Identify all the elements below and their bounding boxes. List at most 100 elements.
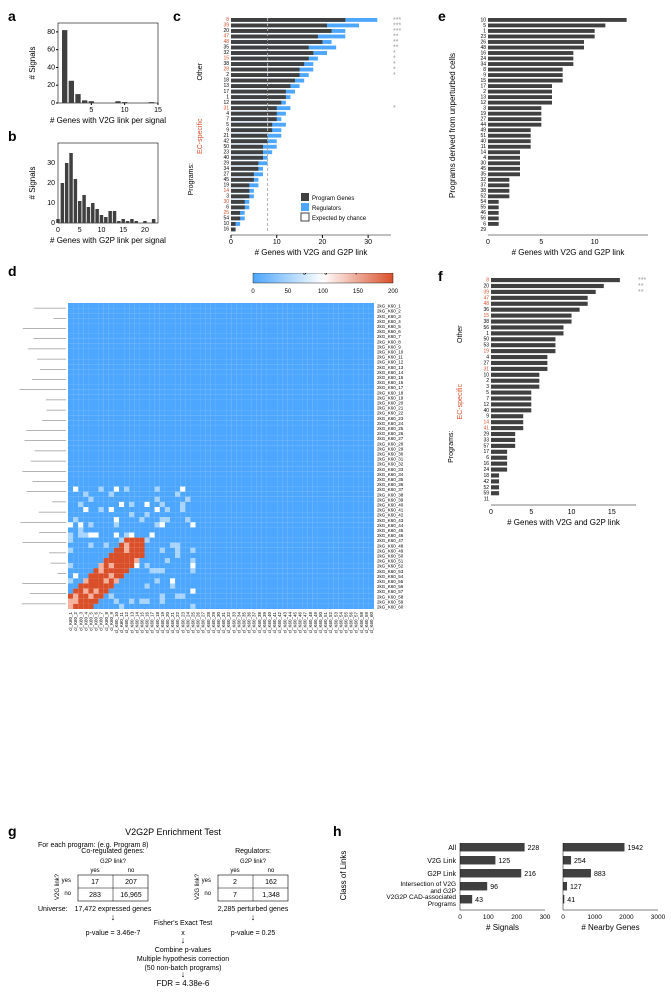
svg-text:↓: ↓: [111, 912, 116, 922]
svg-text:0: 0: [251, 289, 255, 295]
svg-text:Fisher's Exact Test: Fisher's Exact Test: [154, 920, 212, 927]
svg-text:yes: yes: [202, 878, 211, 884]
svg-text:20: 20: [141, 227, 149, 234]
svg-text:**: **: [638, 289, 644, 296]
svg-text:96: 96: [490, 884, 498, 891]
svg-text:G2P link?: G2P link?: [240, 859, 267, 865]
svg-text:41: 41: [567, 897, 575, 904]
svg-text:100: 100: [318, 289, 329, 295]
panel-c-label: c: [173, 8, 181, 24]
svg-text:16,965: 16,965: [120, 892, 142, 899]
svg-text:16: 16: [223, 227, 229, 233]
panel-g: g V2G2P Enrichment TestFor each program:…: [8, 823, 318, 990]
svg-text:5: 5: [539, 239, 543, 246]
svg-text:0: 0: [229, 239, 233, 246]
svg-text:# Genes with V2G link per sign: # Genes with V2G link per signal: [50, 116, 166, 125]
svg-text:p-value = 0.25: p-value = 0.25: [231, 930, 276, 937]
svg-text:Other: Other: [197, 62, 204, 80]
panel-e: e 10512326481624348915172131231927444951…: [438, 8, 668, 263]
svg-text:17: 17: [91, 879, 99, 886]
panel-a-label: a: [8, 8, 16, 24]
svg-text:2kG_K60_60: 2kG_K60_60: [377, 604, 404, 609]
svg-text:228: 228: [528, 845, 540, 852]
svg-text:yes: yes: [230, 868, 239, 874]
svg-text:↓: ↓: [181, 935, 186, 945]
svg-text:Combine p-values: Combine p-values: [155, 947, 212, 954]
svg-text:no: no: [204, 891, 211, 897]
svg-text:10: 10: [98, 227, 106, 234]
panel-f: f 8***20**39**47483615385615053194273110…: [438, 268, 668, 538]
figure-container: a 02040608051015# Genes with V2G link pe…: [8, 8, 663, 989]
svg-text:p-value = 3.46e-7: p-value = 3.46e-7: [86, 930, 141, 937]
svg-text:*: *: [393, 105, 396, 112]
svg-text:2: 2: [233, 879, 237, 886]
svg-text:0: 0: [56, 227, 60, 234]
svg-text:15: 15: [119, 227, 127, 234]
svg-text:# Genes with V2G and G2P link: # Genes with V2G and G2P link: [507, 518, 621, 527]
svg-text:Programs: Programs: [428, 901, 457, 908]
svg-text:V2G link?: V2G link?: [55, 873, 61, 900]
svg-text:40: 40: [47, 64, 55, 71]
svg-text:5: 5: [529, 509, 533, 516]
svg-text:200: 200: [511, 914, 522, 921]
svg-text:0: 0: [489, 509, 493, 516]
svg-text:# Signals: # Signals: [28, 47, 37, 80]
svg-text:yes: yes: [62, 878, 71, 884]
svg-text:Programs derived from unpertur: Programs derived from unperturbed cells: [448, 53, 457, 198]
svg-text:Class of Links: Class of Links: [339, 851, 348, 901]
svg-text:254: 254: [574, 858, 586, 865]
svg-text:V2G2P Enrichment Test: V2G2P Enrichment Test: [125, 827, 221, 837]
svg-text:# Genes with V2G and G2P link: # Genes with V2G and G2P link: [255, 248, 369, 257]
svg-text:# Genes with V2G and G2P link: # Genes with V2G and G2P link: [512, 248, 626, 257]
panel-b: b 010203005101520# Genes with G2P link p…: [8, 128, 168, 248]
svg-text:20: 20: [47, 82, 55, 89]
svg-text:Other: Other: [457, 325, 464, 343]
svg-text:100: 100: [483, 914, 494, 921]
panel-d-label: d: [8, 263, 17, 279]
svg-text:11: 11: [484, 497, 489, 503]
svg-text:1000: 1000: [587, 914, 602, 921]
svg-text:V2G link?: V2G link?: [195, 873, 201, 900]
svg-text:All: All: [448, 845, 456, 852]
svg-text:60: 60: [47, 47, 55, 54]
svg-text:80: 80: [47, 29, 55, 36]
svg-text:150: 150: [353, 289, 364, 295]
svg-text:EC-specific: EC-specific: [457, 384, 464, 420]
svg-text:2000: 2000: [619, 914, 634, 921]
svg-text:1942: 1942: [627, 845, 643, 852]
svg-text:V2G Link: V2G Link: [427, 858, 456, 865]
svg-text:no: no: [64, 891, 71, 897]
svg-text:10: 10: [47, 200, 55, 207]
panel-h-label: h: [333, 823, 342, 839]
svg-text:Program Genes: Program Genes: [312, 196, 354, 202]
svg-text:# Nearby Genes: # Nearby Genes: [581, 923, 639, 932]
svg-text:↓: ↓: [251, 912, 256, 922]
svg-text:1,348: 1,348: [262, 892, 280, 899]
svg-text:V2G2P CAD-associated: V2G2P CAD-associated: [386, 894, 456, 901]
svg-text:30: 30: [47, 160, 55, 167]
svg-text:yes: yes: [90, 868, 99, 874]
svg-text:283: 283: [89, 892, 101, 899]
svg-text:0: 0: [486, 239, 490, 246]
svg-text:# Genes with G2P link per sign: # Genes with G2P link per signal: [50, 236, 166, 245]
panel-g-label: g: [8, 823, 17, 839]
svg-text:Regulators:: Regulators:: [235, 848, 271, 855]
svg-text:no: no: [128, 868, 135, 874]
svg-text:127: 127: [570, 884, 582, 891]
svg-text:7: 7: [233, 892, 237, 899]
svg-text:no: no: [268, 868, 275, 874]
svg-text:50: 50: [285, 289, 292, 295]
svg-text:200: 200: [388, 289, 399, 295]
svg-text:G2P Link: G2P Link: [427, 871, 456, 878]
svg-text:125: 125: [498, 858, 510, 865]
panel-a: a 02040608051015# Genes with V2G link pe…: [8, 8, 168, 128]
svg-text:207: 207: [125, 879, 137, 886]
svg-text:Expected by chance: Expected by chance: [312, 216, 367, 222]
svg-text:Programs:: Programs:: [188, 163, 195, 195]
svg-text:0: 0: [561, 914, 565, 921]
svg-text:43: 43: [475, 897, 483, 904]
svg-text:216: 216: [524, 871, 536, 878]
svg-text:30: 30: [364, 239, 372, 246]
svg-text:162: 162: [265, 879, 277, 886]
panel-h: h AllV2G LinkG2P LinkIntersection of V2G…: [333, 823, 668, 943]
